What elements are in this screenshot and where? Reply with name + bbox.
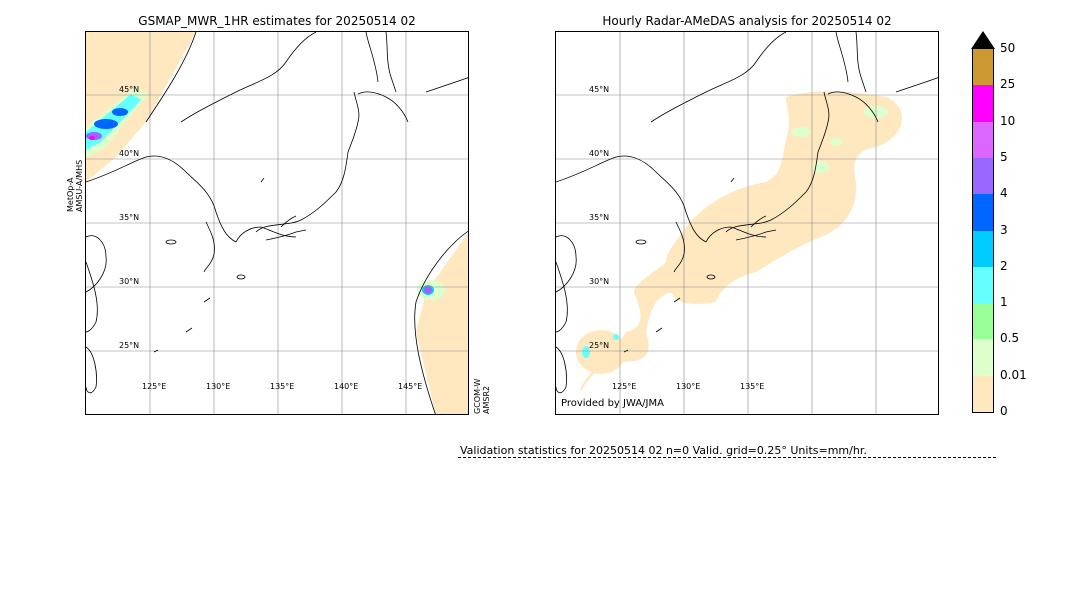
right-radar-precip-light-2: [791, 127, 811, 137]
left-precip-core-nw-1: [94, 119, 118, 129]
left-coastlines: [86, 32, 468, 394]
colorbar-label: 5: [1000, 149, 1008, 164]
left-precip-region-se: [416, 232, 468, 414]
right-map-credit: Provided by JWA/JMA: [561, 398, 664, 409]
right-lat-label-35: 35°N: [589, 213, 610, 222]
left-lon-label-145: 145°E: [398, 382, 423, 391]
right-lat-label-45: 45°N: [589, 85, 610, 94]
colorbar-segment: [973, 49, 993, 86]
left-map: [85, 31, 469, 415]
right-radar-precip-cyan-1: [582, 346, 590, 358]
right-map-canvas: [556, 32, 938, 414]
colorbar-segment: [973, 121, 993, 159]
left-precip-core-nw-4: [89, 136, 95, 140]
left-lat-label-25: 25°N: [119, 341, 140, 350]
colorbar-label: 0.5: [1000, 331, 1020, 346]
colorbar-label: 10: [1000, 113, 1016, 128]
left-islands: [153, 177, 265, 353]
colorbar-segment: [973, 303, 993, 340]
right-radar-coverage-ryukyu: [576, 330, 626, 374]
right-lon-label-130: 130°E: [676, 382, 701, 391]
colorbar-label: 50: [1000, 41, 1016, 55]
right-lon-label-125: 125°E: [612, 382, 637, 391]
colorbar-segment: [973, 194, 993, 231]
left-precip-boundary-se: [414, 230, 468, 414]
colorbar-label: 1: [1000, 295, 1008, 310]
left-lat-label-30: 30°N: [119, 277, 140, 286]
right-radar-precip-light-3: [813, 161, 829, 173]
left-map-canvas: [86, 32, 468, 414]
left-lat-label-35: 35°N: [119, 213, 140, 222]
right-map-title: Hourly Radar-AMeDAS analysis for 2025051…: [602, 14, 892, 28]
left-satellite-label-1: MetOp-A: [66, 177, 75, 212]
left-satellite-label-2: AMSU-A/MHS: [75, 159, 84, 212]
colorbar-label: 0: [1000, 404, 1008, 418]
left-lon-label-125: 125°E: [142, 382, 167, 391]
right-map: [555, 31, 939, 415]
left-gridlines: [86, 32, 468, 414]
left-map-title: GSMAP_MWR_1HR estimates for 20250514 02: [138, 14, 416, 28]
colorbar: [972, 48, 994, 413]
colorbar-segment: [973, 266, 993, 304]
colorbar-label: 2: [1000, 258, 1008, 273]
right-satellite-label-2: AMSR2: [482, 385, 491, 414]
right-lat-label-30: 30°N: [589, 277, 610, 286]
left-lon-label-140: 140°E: [334, 382, 359, 391]
right-radar-precip-light-4: [830, 138, 842, 146]
colorbar-extend-arrow: [971, 31, 995, 49]
left-precip-core-se-2: [424, 286, 432, 294]
colorbar-label: 3: [1000, 222, 1008, 237]
left-lat-label-40: 40°N: [119, 149, 140, 158]
right-radar-coverage: [580, 91, 903, 392]
colorbar-label: 0.01: [1000, 367, 1027, 382]
colorbar-label: 25: [1000, 77, 1016, 92]
colorbar-segment: [973, 85, 993, 123]
right-lon-label-135: 135°E: [740, 382, 765, 391]
colorbar-segment: [973, 339, 993, 377]
left-lon-label-130: 130°E: [206, 382, 231, 391]
left-precip-core-nw-2: [112, 108, 128, 116]
colorbar-label: 4: [1000, 186, 1008, 201]
colorbar-segment: [973, 157, 993, 195]
colorbar-segment: [973, 375, 993, 413]
validation-divider: [458, 457, 996, 458]
right-coastlines: [556, 32, 938, 394]
right-islands: [623, 177, 735, 353]
right-satellite-label-1: GCOM-W: [473, 378, 482, 414]
left-lat-label-45: 45°N: [119, 85, 140, 94]
left-precip-region-nw: [86, 32, 196, 182]
left-lon-label-135: 135°E: [270, 382, 295, 391]
validation-statistics: Validation statistics for 20250514 02 n=…: [460, 444, 867, 457]
colorbar-segment: [973, 230, 993, 268]
right-radar-precip-cyan-2: [613, 334, 619, 340]
right-gridlines: [556, 32, 938, 414]
right-lat-label-40: 40°N: [589, 149, 610, 158]
right-lat-label-25: 25°N: [589, 341, 610, 350]
